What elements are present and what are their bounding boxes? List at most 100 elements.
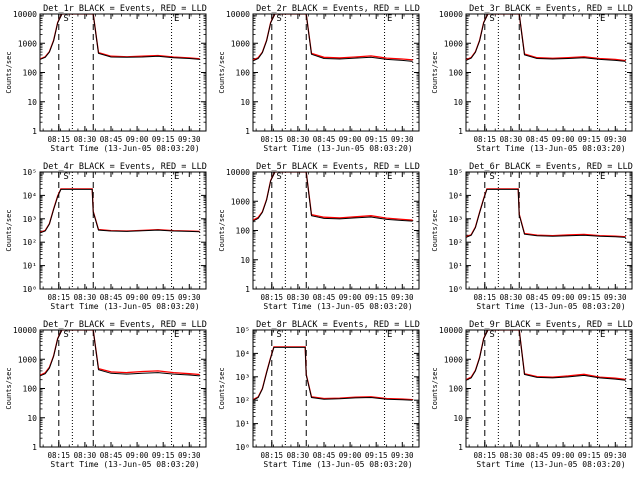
- x-axis-title: Start Time (13-Jun-05 08:03:20): [50, 460, 199, 469]
- y-tick-label: 10000: [13, 10, 37, 19]
- y-tick-label: 1000: [444, 355, 463, 364]
- y-tick-label: 10: [453, 98, 463, 107]
- y-tick-label: 10³: [23, 215, 37, 224]
- series-events-line: [40, 14, 200, 60]
- y-tick-label: 100: [23, 385, 38, 394]
- y-tick-label: 10¹: [449, 262, 463, 271]
- x-tick-label: 09:15: [365, 293, 388, 302]
- x-tick-label: 09:30: [604, 293, 627, 302]
- plot-frame: [39, 171, 207, 290]
- y-tick-label: 10000: [439, 10, 463, 19]
- y-tick-label: 1: [32, 443, 37, 452]
- y-tick-label: 100: [449, 69, 464, 78]
- plot-frame: [39, 329, 207, 448]
- panel-det-5: 1 10 100 1000 10000 08:15 08:30 08:45 09:00 09:15…: [218, 162, 420, 311]
- x-tick-label: 08:45: [100, 293, 123, 302]
- x-tick-label: 08:45: [313, 135, 336, 144]
- x-tick-label: 08:15: [474, 451, 497, 460]
- x-tick-label: 09:00: [552, 293, 575, 302]
- x-tick-label: 08:15: [48, 293, 71, 302]
- start-marker: S: [276, 330, 281, 340]
- plot-frame: [252, 13, 420, 132]
- x-tick-label: 08:30: [287, 293, 310, 302]
- end-marker: E: [600, 330, 605, 340]
- x-tick-label: 09:00: [339, 293, 362, 302]
- x-tick-label: 09:15: [578, 135, 601, 144]
- y-axis-title: Counts/sec: [5, 209, 13, 251]
- x-tick-label: 08:15: [474, 135, 497, 144]
- plot-frame: [465, 329, 633, 448]
- x-axis-title: Start Time (13-Jun-05 08:03:20): [476, 460, 625, 469]
- y-tick-label: 10⁵: [236, 326, 250, 335]
- series-lld-line: [253, 346, 413, 401]
- panel-det-1: 1 10 100 1000 10000 08:15 08:30 08:45 09:00 09:15…: [5, 4, 207, 153]
- y-tick-label: 10000: [13, 326, 37, 335]
- x-tick-label: 09:15: [578, 293, 601, 302]
- y-tick-label: 10⁵: [23, 168, 37, 177]
- series-lld-line: [40, 188, 200, 234]
- x-tick-label: 08:30: [287, 135, 310, 144]
- x-tick-label: 08:15: [261, 451, 284, 460]
- panel-title: Det_6r BLACK = Events, RED = LLD: [469, 162, 633, 172]
- x-tick-label: 08:30: [500, 293, 523, 302]
- x-tick-label: 08:15: [48, 451, 71, 460]
- panel-det-7: 1 10 100 1000 10000 08:15 08:30 08:45 09:00 09:15…: [5, 320, 207, 469]
- x-tick-label: 08:45: [313, 293, 336, 302]
- start-marker: S: [489, 330, 494, 340]
- y-tick-label: 1: [245, 127, 250, 136]
- y-tick-label: 10¹: [23, 262, 37, 271]
- x-tick-label: 08:45: [313, 451, 336, 460]
- end-marker: E: [387, 172, 392, 182]
- y-tick-label: 10⁰: [23, 285, 37, 294]
- x-tick-label: 09:15: [365, 451, 388, 460]
- panel-title: Det_2r BLACK = Events, RED = LLD: [256, 4, 420, 14]
- y-tick-label: 10000: [226, 168, 250, 177]
- x-tick-label: 09:30: [391, 293, 414, 302]
- panel-title: Det_1r BLACK = Events, RED = LLD: [43, 4, 207, 14]
- x-tick-label: 09:30: [604, 135, 627, 144]
- y-tick-label: 1000: [231, 39, 250, 48]
- x-tick-label: 08:30: [500, 135, 523, 144]
- y-tick-label: 100: [23, 69, 38, 78]
- x-tick-label: 09:15: [365, 135, 388, 144]
- y-tick-label: 10⁰: [449, 285, 463, 294]
- plot-frame: [252, 171, 420, 290]
- x-tick-label: 09:30: [391, 135, 414, 144]
- x-axis-title: Start Time (13-Jun-05 08:03:20): [263, 144, 412, 153]
- y-axis-title: Counts/sec: [218, 209, 226, 251]
- panel-title: Det_4r BLACK = Events, RED = LLD: [43, 162, 207, 172]
- plot-frame: [465, 13, 633, 132]
- x-tick-label: 09:15: [578, 451, 601, 460]
- x-axis-title: Start Time (13-Jun-05 08:03:20): [50, 144, 199, 153]
- y-axis-title: Counts/sec: [5, 51, 13, 93]
- panel-title: Det_8r BLACK = Events, RED = LLD: [256, 320, 420, 330]
- panel-title: Det_5r BLACK = Events, RED = LLD: [256, 162, 420, 172]
- panel-title: Det_7r BLACK = Events, RED = LLD: [43, 320, 207, 330]
- x-tick-label: 08:15: [474, 293, 497, 302]
- x-tick-label: 08:15: [48, 135, 71, 144]
- end-marker: E: [174, 14, 179, 24]
- y-axis-title: Counts/sec: [5, 367, 13, 409]
- start-marker: S: [63, 14, 68, 24]
- plot-frame: [39, 13, 207, 132]
- series-events-line: [466, 188, 626, 238]
- end-marker: E: [600, 172, 605, 182]
- y-tick-label: 1000: [444, 39, 463, 48]
- y-tick-label: 10⁰: [236, 443, 250, 452]
- y-tick-label: 100: [236, 69, 251, 78]
- y-axis-title: Counts/sec: [218, 367, 226, 409]
- series-lld-line: [466, 188, 626, 238]
- y-tick-label: 10: [27, 98, 37, 107]
- panel-title: Det_3r BLACK = Events, RED = LLD: [469, 4, 633, 14]
- y-tick-label: 1: [458, 127, 463, 136]
- x-tick-label: 09:30: [391, 451, 414, 460]
- x-tick-label: 08:30: [74, 135, 97, 144]
- y-tick-label: 1000: [18, 39, 37, 48]
- y-tick-label: 1: [245, 285, 250, 294]
- x-tick-label: 09:15: [152, 293, 175, 302]
- x-tick-label: 09:00: [339, 451, 362, 460]
- y-axis-title: Counts/sec: [431, 209, 439, 251]
- x-axis-title: Start Time (13-Jun-05 08:03:20): [263, 460, 412, 469]
